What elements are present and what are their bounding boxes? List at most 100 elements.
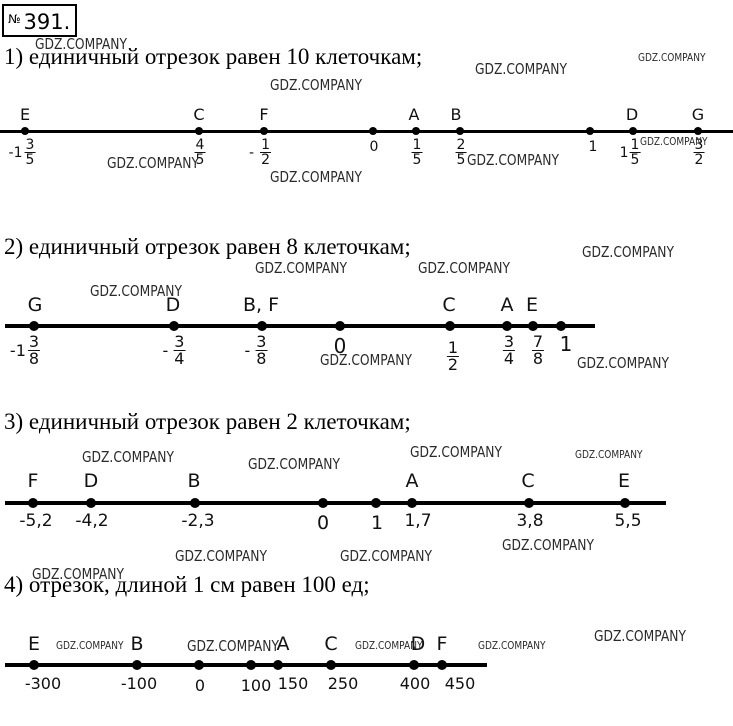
point-e — [620, 498, 630, 508]
label-d: D — [410, 633, 426, 655]
tick-label-one: 1 — [559, 332, 573, 356]
label-a: A — [500, 294, 514, 316]
tick-label-minus-300: -300 — [24, 674, 62, 693]
label-b: B — [130, 633, 144, 655]
tick-label-minus-2-3: -2,3 — [181, 511, 215, 531]
tick-label-zero: 0 — [194, 676, 206, 695]
number-line-2 — [5, 324, 595, 328]
label-c: C — [442, 294, 456, 316]
point-c — [195, 127, 203, 135]
section-1-heading: 1) единичный отрезок равен 10 клеточкам; — [4, 44, 423, 69]
watermark: GDZ.COMPANY — [255, 259, 347, 277]
watermark: GDZ.COMPANY — [502, 536, 594, 554]
point-zero — [369, 127, 377, 135]
label-d: D — [165, 294, 181, 316]
watermark: GDZ.COMPANY — [32, 565, 124, 583]
label-f: F — [27, 470, 39, 492]
watermark: GDZ.COMPANY — [638, 51, 706, 64]
watermark: GDZ.COMPANY — [56, 639, 124, 652]
label-g: G — [691, 105, 705, 124]
tick-label-one: 1 — [588, 139, 598, 155]
watermark: GDZ.COMPANY — [410, 443, 502, 461]
label-b: B — [187, 470, 201, 492]
point-c — [445, 321, 455, 331]
point-a — [407, 498, 417, 508]
point-zero — [335, 321, 345, 331]
point-g — [29, 321, 39, 331]
tick-label-150: 150 — [277, 674, 309, 693]
tick-label-minus-5-2: -5,2 — [19, 511, 53, 531]
point-c — [524, 498, 534, 508]
watermark: GDZ.COMPANY — [640, 135, 708, 148]
tick-label-zero: 0 — [316, 512, 330, 534]
watermark: GDZ.COMPANY — [467, 151, 559, 169]
label-d: D — [83, 470, 99, 492]
label-d: D — [625, 105, 639, 124]
watermark: GDZ.COMPANY — [320, 351, 412, 369]
point-b — [190, 498, 200, 508]
point-f — [260, 127, 268, 135]
watermark: GDZ.COMPANY — [577, 354, 669, 372]
point-a — [502, 321, 512, 331]
point-e — [528, 321, 538, 331]
point-a — [412, 127, 420, 135]
label-g: G — [27, 294, 43, 316]
label-e: E — [617, 470, 631, 492]
point-d — [169, 321, 179, 331]
label-a: A — [408, 105, 420, 124]
watermark: GDZ.COMPANY — [270, 76, 362, 94]
number-line-1 — [0, 130, 733, 133]
tick-label-400: 400 — [399, 674, 431, 693]
label-e: E — [19, 105, 31, 124]
tick-label-1-7: 1,7 — [404, 511, 432, 531]
watermark: GDZ.COMPANY — [107, 154, 199, 172]
watermark: GDZ.COMPANY — [248, 455, 340, 473]
point-b — [132, 660, 142, 670]
point-d — [86, 498, 96, 508]
tick-label-zero: 0 — [369, 139, 379, 155]
label-e: E — [525, 294, 539, 316]
tick-label-one: 1 — [370, 512, 384, 534]
watermark: GDZ.COMPANY — [594, 627, 686, 645]
watermark: GDZ.COMPANY — [355, 639, 423, 652]
point-e — [21, 127, 29, 135]
section-2-heading: 2) единичный отрезок равен 8 клеточкам; — [4, 234, 411, 259]
point-100 — [246, 660, 256, 670]
tick-label-450: 450 — [444, 674, 476, 693]
watermark: GDZ.COMPANY — [475, 60, 567, 78]
label-c: C — [324, 633, 338, 655]
label-a: A — [405, 470, 419, 492]
watermark: GDZ.COMPANY — [478, 639, 546, 652]
watermark: GDZ.COMPANY — [575, 448, 643, 461]
watermark: GDZ.COMPANY — [187, 637, 279, 655]
point-one — [371, 498, 381, 508]
watermark: GDZ.COMPANY — [418, 259, 510, 277]
point-zero — [194, 660, 204, 670]
tick-label-250: 250 — [327, 674, 359, 693]
point-f — [437, 660, 447, 670]
label-b: B — [450, 105, 462, 124]
tick-label-3-8: 3,8 — [516, 511, 544, 531]
label-a: A — [276, 633, 290, 655]
label-e: E — [27, 633, 41, 655]
tick-label-100: 100 — [240, 676, 272, 695]
point-a — [273, 660, 283, 670]
point-f — [28, 498, 38, 508]
point-e — [29, 660, 39, 670]
tick-label-minus-100: -100 — [120, 674, 158, 693]
watermark: GDZ.COMPANY — [35, 35, 127, 53]
